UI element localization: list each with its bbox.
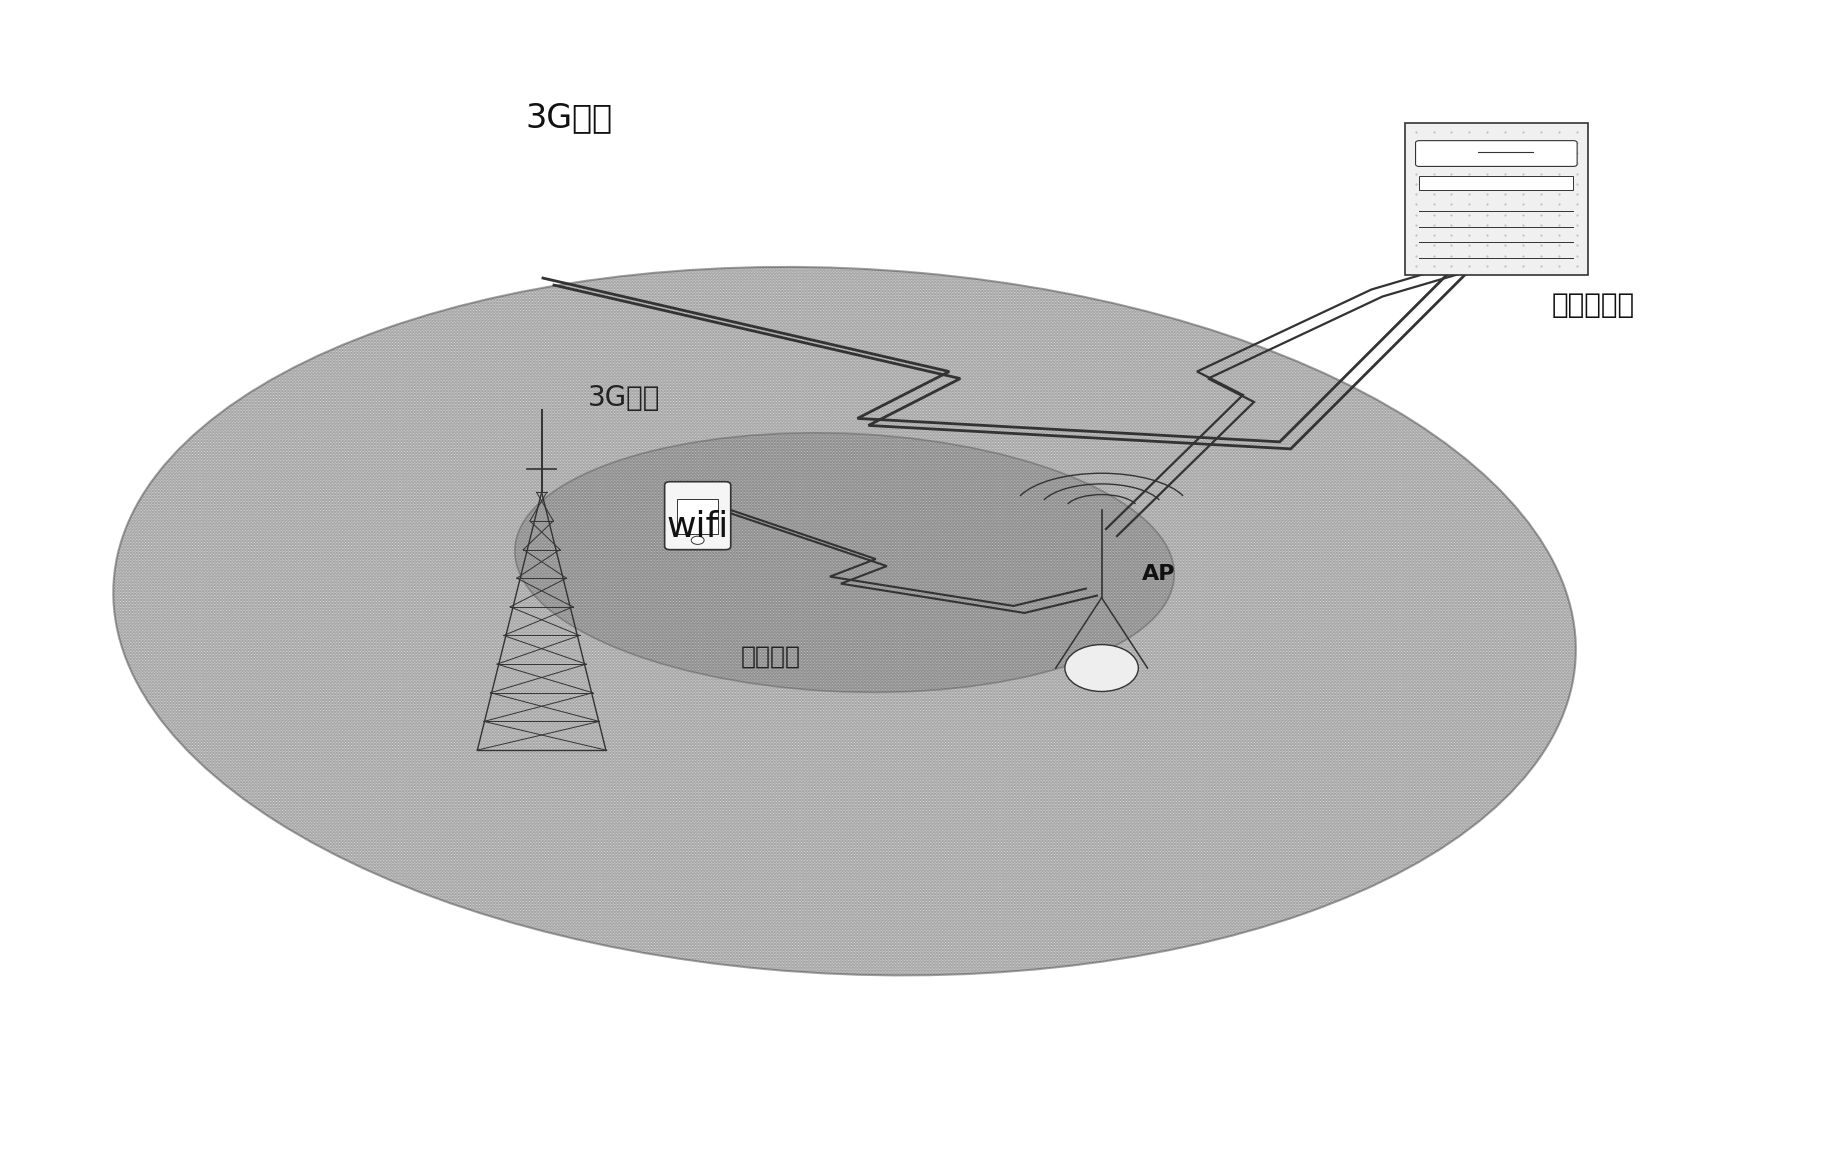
Text: 业务服务器: 业务服务器 (1551, 291, 1634, 319)
Bar (1405, 123, 1588, 275)
FancyBboxPatch shape (1416, 141, 1577, 166)
Bar (677, 499, 718, 534)
Ellipse shape (514, 432, 1175, 693)
Text: 移动终端: 移动终端 (742, 645, 800, 668)
Ellipse shape (114, 267, 1575, 975)
Text: 3G网络: 3G网络 (588, 384, 661, 413)
Bar (1419, 176, 1573, 190)
Text: wifi: wifi (666, 510, 729, 545)
Text: AP: AP (1142, 564, 1175, 585)
Text: 3G基站: 3G基站 (525, 101, 613, 134)
Circle shape (1065, 645, 1138, 691)
Circle shape (690, 536, 705, 544)
FancyBboxPatch shape (665, 482, 731, 550)
